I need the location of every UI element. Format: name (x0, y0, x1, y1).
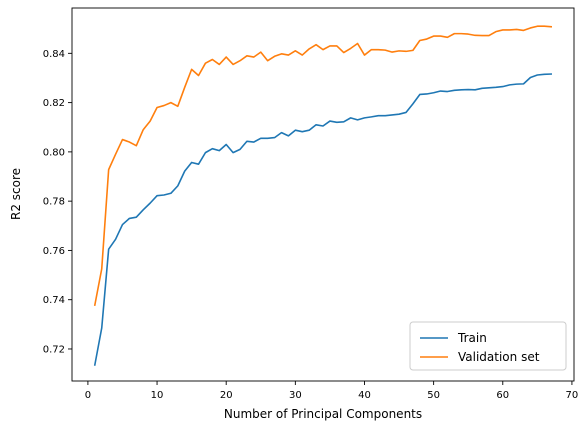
y-tick-label: 0.76 (43, 246, 65, 257)
y-tick-label: 0.80 (43, 147, 65, 158)
x-tick-label: 20 (220, 390, 233, 401)
plot-frame (71, 7, 575, 382)
series-layer (93, 25, 553, 366)
legend-box (409, 321, 567, 371)
legend: Train Validation set (409, 321, 567, 371)
y-tick-label: 0.78 (43, 197, 65, 208)
y-tick-label: 0.82 (43, 98, 65, 109)
series-line-train (93, 73, 553, 366)
x-axis-ticks: 0 10 20 30 40 50 60 70 (85, 381, 579, 401)
series-line-validation (93, 25, 553, 307)
x-tick-label: 60 (496, 390, 509, 401)
plot-area (72, 8, 574, 381)
y-tick-label: 0.72 (43, 344, 65, 355)
x-tick-label: 0 (85, 390, 91, 401)
x-tick-label: 30 (289, 390, 302, 401)
x-tick-label: 50 (427, 390, 440, 401)
y-tick-label: 0.74 (43, 295, 65, 306)
y-axis-label: R2 score (9, 168, 23, 220)
y-axis-ticks: 0.72 0.74 0.76 0.78 0.80 0.82 0.84 (43, 49, 72, 355)
y-tick-label: 0.84 (43, 49, 65, 60)
x-tick-label: 40 (358, 390, 371, 401)
x-axis-label: Number of Principal Components (224, 407, 422, 421)
x-tick-label: 70 (566, 390, 579, 401)
x-tick-label: 10 (151, 390, 164, 401)
legend-label-validation: Validation set (458, 350, 540, 364)
legend-label-train: Train (457, 331, 487, 345)
